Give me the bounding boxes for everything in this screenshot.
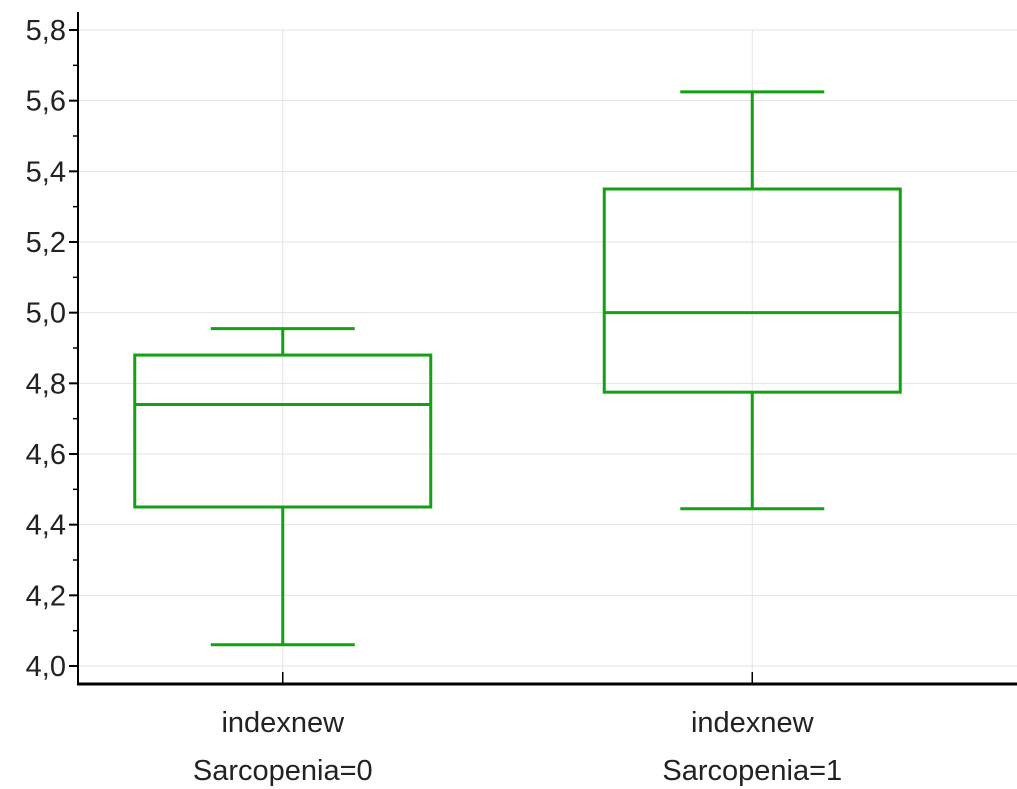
x-category-label-line1: indexnew xyxy=(691,707,815,739)
y-tick-label: 5,0 xyxy=(26,298,66,330)
boxes xyxy=(133,90,902,647)
y-tick-label: 5,2 xyxy=(26,227,66,259)
grid-lines xyxy=(78,29,1017,684)
box-group xyxy=(133,327,433,647)
axes xyxy=(69,12,1017,686)
iqr-box xyxy=(133,353,433,509)
x-category-label-line2: Sarcopenia=1 xyxy=(662,755,842,787)
iqr-box xyxy=(602,187,902,394)
labels: 4,0 4,2 4,4 4,6 4,8 5,0 5,2 5,4 5,6 5,8 indexnew Sa… xyxy=(26,15,842,787)
y-tick-label: 5,8 xyxy=(26,15,66,47)
y-tick-label: 4,6 xyxy=(26,439,66,471)
box-group xyxy=(602,90,902,511)
y-tick-label: 4,0 xyxy=(26,651,66,683)
y-tick-label: 5,6 xyxy=(26,86,66,118)
y-tick-label: 5,4 xyxy=(26,156,66,188)
x-category-label-line1: indexnew xyxy=(221,707,345,739)
y-tick-label: 4,2 xyxy=(26,580,66,612)
y-tick-label: 4,8 xyxy=(26,368,66,400)
x-category-label-line2: Sarcopenia=0 xyxy=(193,755,373,787)
y-tick-label: 4,4 xyxy=(26,510,66,542)
